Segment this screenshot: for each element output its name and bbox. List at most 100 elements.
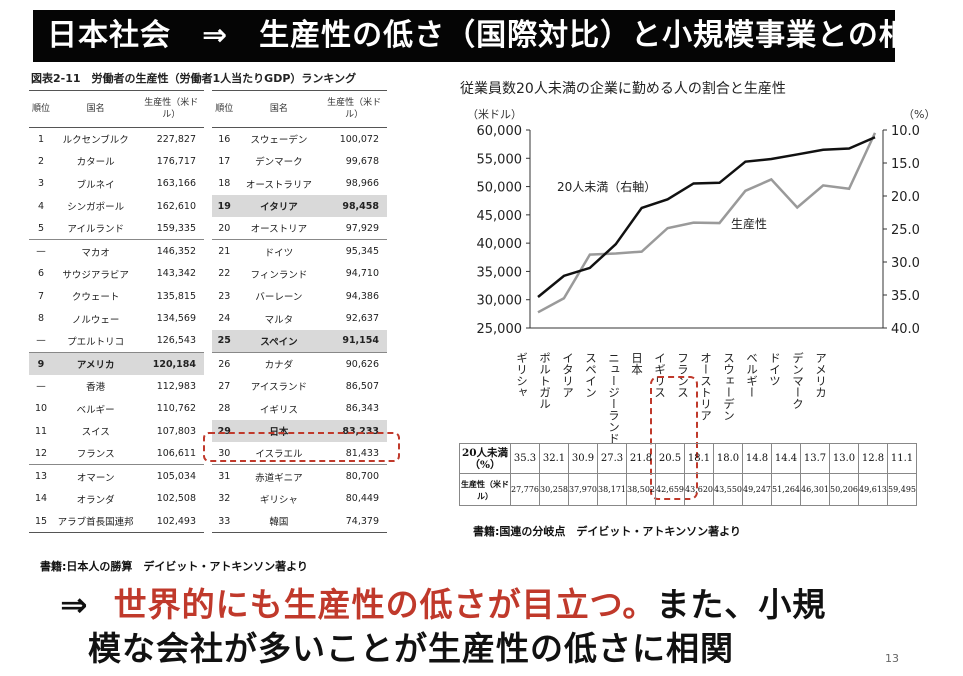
ranking-table-left: 順位 国名 生産性（米ドル） 1 ルクセンブルク 227,827 2 カタール 176,7…: [29, 90, 204, 534]
value-cell: 86,343: [345, 403, 379, 415]
table-row: 32 ギリシャ 80,449: [212, 488, 387, 510]
table-row: 20 オーストリア 97,929: [212, 217, 387, 240]
rank-cell: 32: [218, 493, 231, 505]
value-cell: 43,620: [684, 473, 714, 506]
country-label: オーストリア: [699, 352, 713, 421]
value-cell: 86,507: [345, 380, 379, 392]
value-cell: 98,458: [321, 194, 387, 218]
country-cell: デンマーク: [255, 157, 303, 169]
country-cell: バーレーン: [255, 292, 303, 304]
country-cell: アメリカ: [52, 351, 139, 376]
country-cell: アラブ首長国連邦: [52, 510, 139, 534]
value-cell: 20.5: [655, 443, 685, 474]
right-tick-label: 15.0: [891, 157, 920, 172]
table-row: 9 アメリカ 120,184: [29, 351, 204, 376]
value-cell: 49,613: [858, 473, 888, 506]
conclusion-rest: また、小規: [656, 585, 827, 624]
country-cell: ブルネイ: [76, 179, 115, 191]
left-tick-label: 35,000: [477, 265, 523, 280]
rank-cell: —: [36, 380, 46, 392]
conclusion-highlight: 世界的にも生産性の低さが目立つ。: [113, 585, 657, 624]
ranking-table-right: 順位 国名 生産性（米ドル） 16 スウェーデン 100,072 17 デンマーク 99,…: [212, 90, 387, 534]
right-tick-label: 25.0: [891, 223, 920, 238]
value-cell: 94,710: [345, 268, 379, 280]
value-cell: 227,827: [156, 133, 196, 145]
table-row: — マカオ 146,352: [29, 239, 204, 263]
value-cell: 38,502: [626, 473, 656, 506]
chart-title: 従業員数20人未満の企業に勤める人の割合と生産性: [460, 81, 786, 97]
value-cell: 30.9: [568, 443, 598, 474]
table-row: 1 ルクセンブルク 227,827: [29, 128, 204, 151]
table-row: 6 サウジアラビア 143,342: [29, 263, 204, 285]
country-cell: 香港: [86, 382, 106, 394]
series-line-share: [537, 136, 876, 298]
country-cell: イスラエル: [255, 449, 303, 461]
table-row: 33 韓国 74,379: [212, 510, 387, 534]
table-row: 27 アイスランド 86,507: [212, 375, 387, 397]
country-cell: クウェート: [71, 292, 120, 304]
value-cell: 159,335: [156, 222, 196, 234]
table-row: 26 カナダ 90,626: [212, 351, 387, 376]
country-cell: アイスランド: [250, 382, 308, 394]
table-row: 14 オランダ 102,508: [29, 488, 204, 510]
country-cell: ノルウェー: [71, 314, 120, 326]
rank-cell: 20: [218, 222, 231, 234]
table-row: 11 スイス 107,803: [29, 420, 204, 442]
country-cell: フィンランド: [250, 269, 308, 281]
value-cell: 135,815: [156, 290, 196, 302]
rank-cell: 16: [218, 133, 231, 145]
table-row: 7 クウェート 135,815: [29, 285, 204, 307]
table-row: 12 フランス 106,611: [29, 442, 204, 465]
value-cell: 94,386: [345, 290, 379, 302]
value-cell: 110,762: [156, 403, 196, 415]
country-cell: ベルギー: [76, 404, 115, 416]
table-row: 17 デンマーク 99,678: [212, 150, 387, 172]
country-cell: シンガポール: [67, 202, 125, 214]
left-tick-label: 50,000: [477, 181, 523, 196]
line-chart: （米ドル） （%） 60,000 55,000 50,000 45,000 40,000…: [467, 108, 935, 337]
rank-cell: 30: [218, 447, 231, 459]
value-cell: 126,543: [156, 335, 196, 347]
value-cell: 42,659: [655, 473, 685, 506]
value-cell: 105,034: [138, 464, 204, 488]
japan-row-highlight: [203, 432, 400, 462]
rank-cell: 8: [37, 313, 45, 325]
table-row: 13 オマーン 105,034: [29, 464, 204, 488]
country-label: デンマーク: [791, 352, 805, 410]
value-cell: 13.7: [800, 443, 830, 474]
left-tick-label: 55,000: [477, 152, 523, 167]
rank-cell: 17: [218, 155, 231, 167]
value-cell: 97,929: [345, 222, 379, 234]
rank-cell: 14: [34, 493, 48, 505]
country-cell: イギリス: [259, 404, 298, 416]
value-cell: 21.8: [626, 443, 656, 474]
country-cell: 赤道ギニア: [236, 464, 322, 488]
rank-cell: 9: [29, 351, 53, 376]
value-cell: 46,301: [800, 473, 830, 506]
rank-cell: 22: [218, 268, 231, 280]
value-cell: 14.8: [742, 443, 772, 474]
value-cell: 14.4: [771, 443, 801, 474]
value-cell: 83,233: [321, 419, 387, 443]
table-row: 生産性（米ドル） 27,776 30,258 37,970 38,171 38,502 42…: [459, 473, 917, 506]
rank-cell: 10: [34, 403, 48, 415]
right-tick-label: 35.0: [891, 289, 920, 304]
rank-cell: 2: [37, 155, 45, 167]
table-row: 2 カタール 176,717: [29, 150, 204, 172]
col-country-header: 国名: [52, 90, 139, 128]
value-cell: 50,206: [829, 473, 859, 506]
country-cell: オーストラリア: [245, 179, 312, 191]
table-row: 5 アイルランド 159,335: [29, 217, 204, 240]
rank-cell: 25: [212, 329, 237, 353]
table-row: 19 イタリア 98,458: [212, 194, 387, 218]
value-cell: 74,379: [321, 510, 387, 534]
rank-cell: 15: [29, 510, 53, 534]
value-cell: 106,611: [156, 447, 196, 459]
value-cell: 176,717: [156, 155, 196, 167]
country-cell: 韓国: [236, 510, 322, 534]
left-tick-label: 45,000: [477, 209, 523, 224]
value-cell: 162,610: [156, 200, 196, 212]
col-value-header: 生産性（米ドル）: [138, 90, 204, 128]
right-tick-label: 10.0: [891, 124, 920, 139]
value-cell: 99,678: [345, 155, 379, 167]
